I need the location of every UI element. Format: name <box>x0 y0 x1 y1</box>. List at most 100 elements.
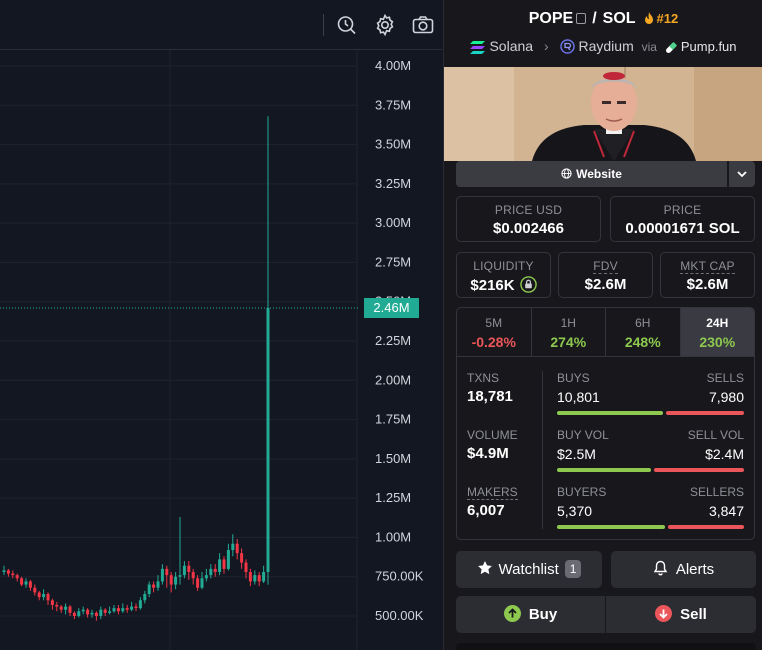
txns-stat: TXNS 18,781 <box>467 371 513 405</box>
candle-body <box>156 581 160 588</box>
fdv-value: $2.6M <box>584 276 627 293</box>
copy-icon[interactable] <box>576 13 587 24</box>
volume-value: $4.9M <box>467 445 509 462</box>
chain-link[interactable]: Solana <box>489 38 534 54</box>
alerts-button[interactable]: Alerts <box>611 551 756 588</box>
candle-body <box>94 612 98 616</box>
buy-button[interactable]: Buy <box>456 596 605 633</box>
y-axis-label: 1.75M <box>375 412 411 427</box>
chart-toolbar <box>0 0 442 50</box>
y-axis-label: 500.00K <box>375 608 424 623</box>
candle-body <box>178 575 182 577</box>
tab-1h[interactable]: 1H 274% <box>532 308 606 356</box>
tab-6h-label: 6H <box>635 316 651 330</box>
gear-icon[interactable] <box>373 13 397 37</box>
sell-label: Sell <box>680 606 707 623</box>
y-axis-label: 3.75M <box>375 97 411 112</box>
y-axis-label: 2.00M <box>375 372 411 387</box>
liquidity-box: LIQUIDITY $216K <box>456 252 551 298</box>
candle-body <box>108 611 112 613</box>
volume-label: VOLUME <box>467 428 518 442</box>
y-axis-label: 3.25M <box>375 176 411 191</box>
sells-ratio-bar <box>666 411 744 415</box>
camera-icon[interactable] <box>411 13 435 37</box>
trending-rank-badge[interactable]: #12 <box>644 11 678 26</box>
tab-5m[interactable]: 5M -0.28% <box>457 308 532 356</box>
buy-sell-volume-stat: BUY VOL SELL VOL $2.5M $2.4M <box>557 428 744 472</box>
candlestick-chart[interactable]: 4.00M3.75M3.50M3.25M3.00M2.75M2.50M2.25M… <box>0 50 442 650</box>
candle-body <box>152 584 156 588</box>
tab-1h-change: 274% <box>550 334 587 350</box>
txns-label: TXNS <box>467 371 500 385</box>
price-native-label: PRICE <box>663 203 702 217</box>
candle-body <box>226 550 230 569</box>
sellers-value: 3,847 <box>708 503 744 519</box>
sellers-ratio-bar <box>667 525 744 529</box>
pill-icon <box>665 41 677 57</box>
candle-body <box>191 572 195 579</box>
sells-value: 7,980 <box>708 389 744 405</box>
tab-24h[interactable]: 24H 230% <box>680 308 754 356</box>
liquidity-label: LIQUIDITY <box>473 259 534 273</box>
candle-body <box>218 559 222 572</box>
candle-body <box>196 578 200 588</box>
price-chart[interactable]: 4.00M3.75M3.50M3.25M3.00M2.75M2.50M2.25M… <box>0 0 442 650</box>
y-axis-label: 1.25M <box>375 490 411 505</box>
buy-vol-label: BUY VOL <box>557 428 609 442</box>
candle-body <box>59 606 63 610</box>
candle-body <box>160 568 164 582</box>
candle-body <box>68 606 72 613</box>
buys-ratio-bar <box>557 411 664 415</box>
candle-body <box>33 587 37 593</box>
liquidity-value: $216K <box>470 277 515 294</box>
flame-icon <box>644 12 653 24</box>
more-links-button[interactable] <box>729 161 755 187</box>
website-label: Website <box>576 167 622 181</box>
candle-body <box>213 568 217 572</box>
candle-body <box>130 606 134 610</box>
buy-label: Buy <box>528 606 558 623</box>
price-usd-label: PRICE USD <box>494 203 563 217</box>
tab-1h-label: 1H <box>560 316 576 330</box>
y-axis-labels: 4.00M3.75M3.50M3.25M3.00M2.75M2.50M2.25M… <box>375 58 424 623</box>
candle-body <box>116 608 120 612</box>
sells-label: SELLS <box>706 371 744 385</box>
fdv-label: FDV <box>593 259 618 274</box>
candle-body <box>64 606 68 610</box>
candle-body <box>200 578 204 588</box>
candle-body <box>55 605 59 607</box>
candle-body <box>248 572 252 582</box>
arrow-down-icon <box>655 605 673 622</box>
launchpad-link[interactable]: Pump.fun <box>680 39 737 54</box>
lock-icon[interactable] <box>519 276 537 297</box>
sell-button[interactable]: Sell <box>606 596 756 633</box>
candle-body <box>46 594 50 601</box>
toolbar-divider <box>323 14 324 36</box>
tab-24h-label: 24H <box>706 316 729 330</box>
candle-body <box>86 609 90 615</box>
website-button[interactable]: Website <box>456 161 727 187</box>
sell-vol-value: $2.4M <box>705 446 744 462</box>
price-native-value: 0.00001671 SOL <box>625 220 740 237</box>
dex-link[interactable]: Raydium <box>578 38 634 54</box>
tab-5m-change: -0.28% <box>471 334 516 350</box>
watchlist-label: Watchlist <box>498 561 559 578</box>
tab-6h-change: 248% <box>624 334 661 350</box>
price-usd-value: $0.002466 <box>493 220 564 237</box>
candle-body <box>103 609 107 613</box>
mkt-cap-value: $2.6M <box>686 276 729 293</box>
price-usd-box: PRICE USD $0.002466 <box>456 196 601 242</box>
candle-body <box>121 608 125 612</box>
candle-body <box>174 576 178 585</box>
candle-body <box>11 573 15 576</box>
watchlist-button[interactable]: Watchlist 1 <box>456 551 602 588</box>
clock-search-icon[interactable] <box>335 13 359 37</box>
buys-value: 10,801 <box>557 389 600 405</box>
makers-label: MAKERS <box>467 485 518 500</box>
token-banner-image <box>444 67 762 161</box>
candle-body <box>169 575 173 585</box>
buyers-label: BUYERS <box>557 485 607 499</box>
candle-body <box>138 600 142 609</box>
volume-stat: VOLUME $4.9M <box>467 428 518 462</box>
tab-6h[interactable]: 6H 248% <box>606 308 681 356</box>
